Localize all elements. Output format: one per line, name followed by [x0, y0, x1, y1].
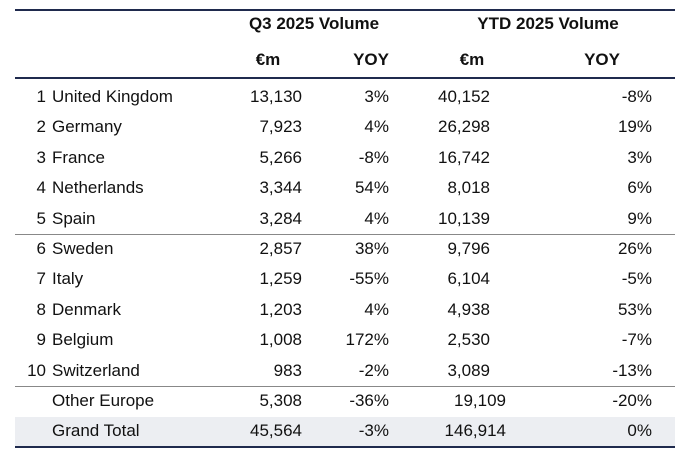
top-rule: [15, 9, 675, 11]
rank: 1: [36, 87, 46, 106]
value-cell: 1,008: [259, 330, 302, 350]
column-header: YOY: [584, 50, 620, 69]
value-cell: 5,308: [259, 391, 302, 410]
group-header: YTD 2025 Volume: [477, 14, 619, 33]
value-cell: 146,914: [444, 421, 506, 441]
country: Netherlands: [52, 178, 144, 198]
value-cell: 3%: [627, 147, 652, 167]
rank: 10: [27, 360, 46, 380]
value-cell: 16,742: [438, 147, 490, 167]
summary-label: Grand Total: [52, 421, 140, 441]
rank: 6: [36, 239, 46, 258]
country: Belgium: [52, 330, 114, 350]
value-cell: -20%: [612, 391, 652, 410]
rank: 3: [36, 147, 46, 167]
group-rule: [15, 234, 675, 235]
value-cell: 8,018: [447, 178, 490, 198]
country: Spain: [52, 208, 96, 228]
value-cell: 2,857: [259, 239, 302, 258]
rank: 9: [36, 330, 46, 350]
rank: 5: [36, 208, 46, 228]
value-cell: 7,923: [259, 117, 302, 137]
value-cell: 54%: [354, 178, 389, 198]
value-cell: 1,259: [259, 269, 302, 289]
value-cell: 4%: [364, 208, 389, 228]
value-cell: 40,152: [438, 87, 490, 106]
value-cell: 6%: [627, 178, 652, 198]
country: Denmark: [52, 299, 121, 319]
value-cell: 10,139: [438, 208, 490, 228]
country: Italy: [52, 269, 84, 289]
value-cell: 26,298: [438, 117, 490, 137]
value-cell: 3,284: [259, 208, 302, 228]
country: France: [52, 147, 105, 167]
value-cell: 53%: [617, 299, 652, 319]
value-cell: 3,089: [447, 360, 490, 380]
value-cell: 13,130: [250, 87, 302, 106]
value-cell: -5%: [621, 269, 652, 289]
total-shade: [15, 417, 675, 446]
value-cell: 1,203: [259, 299, 302, 319]
value-cell: 172%: [345, 330, 389, 350]
value-cell: 6,104: [447, 269, 490, 289]
rank: 8: [36, 299, 46, 319]
value-cell: -55%: [349, 269, 389, 289]
value-cell: 4,938: [447, 299, 490, 319]
value-cell: -36%: [349, 391, 389, 410]
value-cell: -3%: [358, 421, 389, 441]
value-cell: -8%: [358, 147, 389, 167]
column-header: €m: [459, 50, 485, 69]
header-rule: [15, 77, 675, 79]
rank: 4: [36, 178, 46, 198]
column-header: YOY: [353, 50, 389, 69]
value-cell: -13%: [612, 360, 652, 380]
country: United Kingdom: [52, 87, 173, 106]
value-cell: 0%: [627, 421, 652, 441]
summary-label: Other Europe: [52, 391, 155, 410]
value-cell: 38%: [354, 239, 389, 258]
value-cell: 9,796: [447, 239, 490, 258]
rank: 7: [36, 269, 46, 289]
value-cell: 19,109: [454, 391, 506, 410]
country: Sweden: [52, 239, 114, 258]
value-cell: -8%: [621, 87, 652, 106]
value-cell: 26%: [617, 239, 652, 258]
group-header: Q3 2025 Volume: [248, 14, 380, 33]
value-cell: 3,344: [259, 178, 302, 198]
rank: 2: [36, 117, 46, 137]
value-cell: -7%: [621, 330, 652, 350]
bottom-rule: [15, 446, 675, 448]
value-cell: 5,266: [259, 147, 302, 167]
value-cell: 45,564: [250, 421, 302, 441]
group-rule: [15, 386, 675, 387]
country: Switzerland: [52, 360, 140, 380]
column-header: €m: [255, 50, 281, 69]
value-cell: -2%: [358, 360, 389, 380]
value-cell: 19%: [617, 117, 652, 137]
value-cell: 3%: [364, 87, 389, 106]
value-cell: 4%: [364, 117, 389, 137]
value-cell: 983: [273, 360, 302, 380]
value-cell: 9%: [627, 208, 652, 228]
value-cell: 4%: [364, 299, 389, 319]
value-cell: 2,530: [447, 330, 490, 350]
country: Germany: [52, 117, 122, 137]
